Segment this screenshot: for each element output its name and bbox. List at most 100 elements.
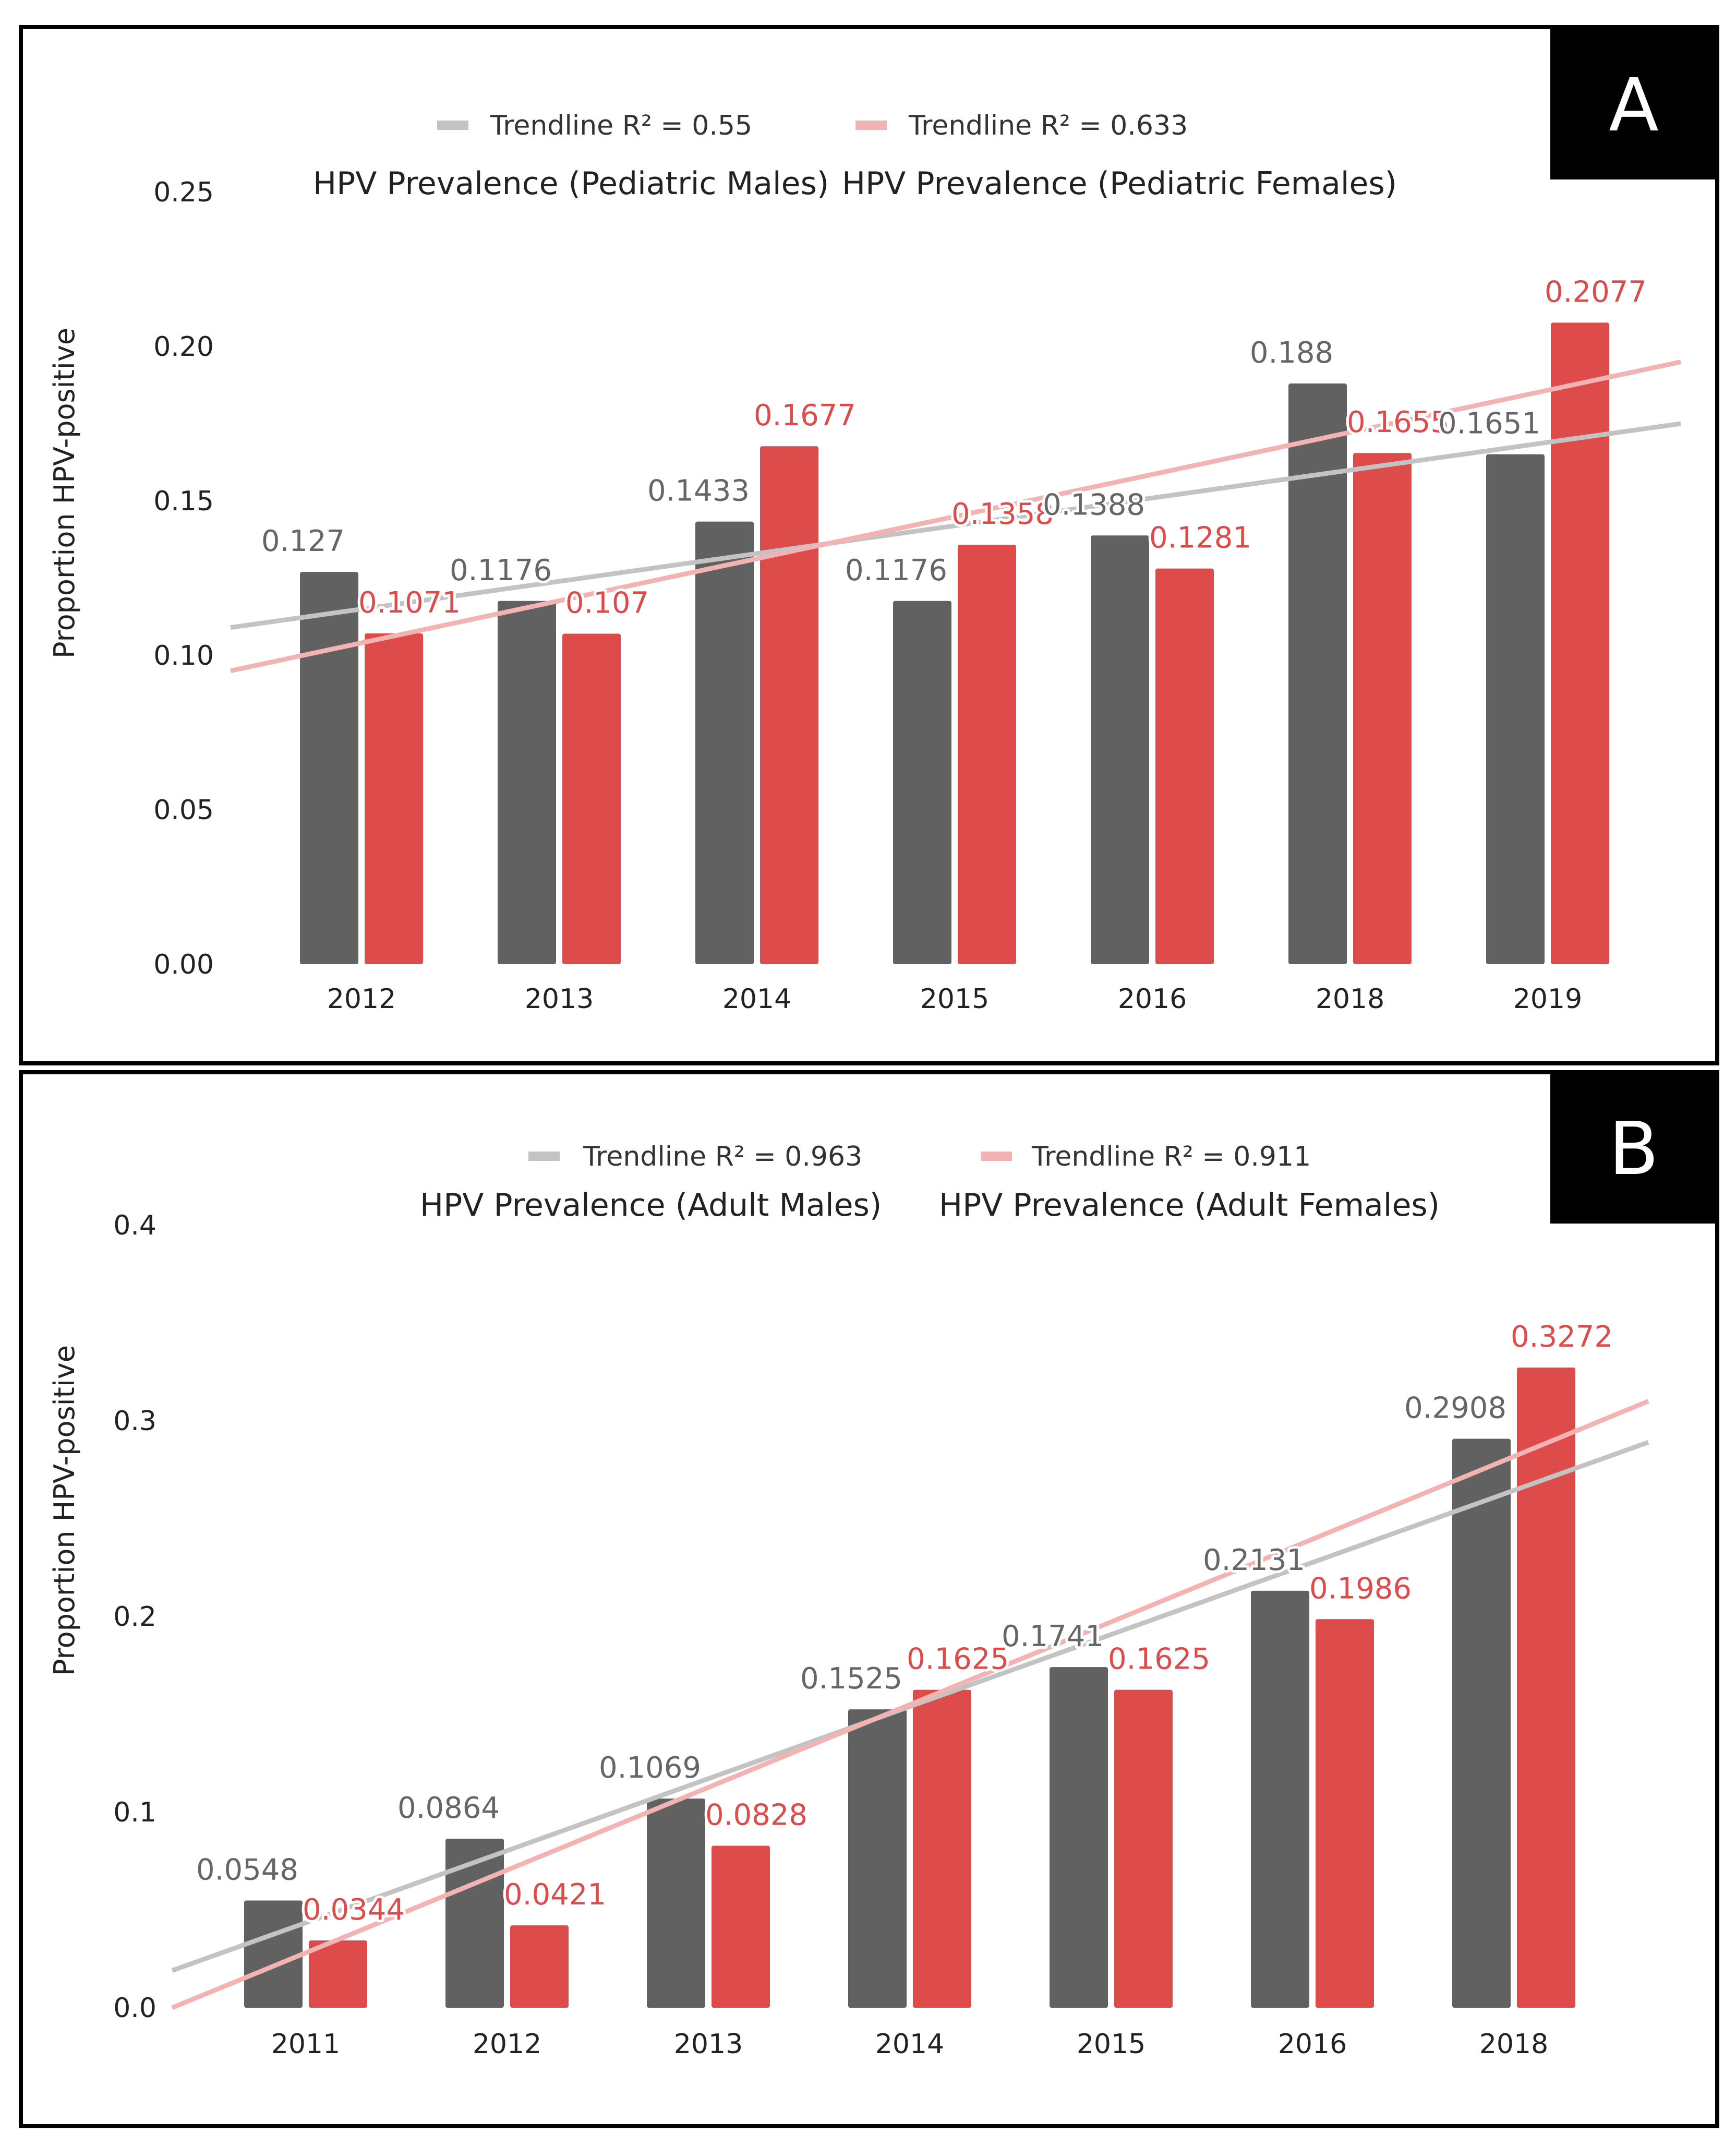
chart-a-data-label-female: 0.1071 <box>358 586 461 620</box>
chart-a-legend-male-trend-label: Trendline R² = 0.55 <box>490 110 752 141</box>
chart-a-data-label-female: 0.2077 <box>1545 275 1647 309</box>
chart-a-bar-female <box>1353 453 1412 964</box>
chart-a-bar-female <box>760 446 818 964</box>
chart-a-data-label-male: 0.188 <box>1250 336 1333 370</box>
chart-b-bar-female <box>1316 1619 1374 2008</box>
chart-b-bar-female <box>510 1925 569 2008</box>
chart-b-x-tick-label: 2018 <box>1479 2029 1548 2060</box>
panel-a-badge <box>1550 27 1717 179</box>
chart-a-legend-female-trend-label: Trendline R² = 0.633 <box>908 110 1188 141</box>
chart-a-data-label-male: 0.1651 <box>1438 407 1540 441</box>
chart-a-x-tick-label: 2019 <box>1513 984 1582 1015</box>
chart-b-trendline-female <box>171 1399 1649 2010</box>
chart-b-data-label-male: 0.0548 <box>196 1853 298 1887</box>
chart-b-bar-male <box>1050 1667 1108 2008</box>
chart-a-data-label-male: 0.1433 <box>647 474 750 508</box>
chart-a-bar-female <box>562 633 621 964</box>
chart-b-x-tick-label: 2014 <box>875 2029 944 2060</box>
chart-b-x-tick-label: 2016 <box>1278 2029 1347 2060</box>
chart-b-x-tick-label: 2013 <box>674 2029 743 2060</box>
chart-b-data-label-female: 0.0421 <box>504 1878 606 1912</box>
chart-b-data-label-male: 0.0864 <box>397 1791 500 1825</box>
chart-b-legend-male-trend-label: Trendline R² = 0.963 <box>583 1141 862 1172</box>
chart-b-data-label-male: 0.1069 <box>599 1751 701 1785</box>
chart-b-bar-male <box>848 1709 907 2008</box>
chart-a-data-label-male: 0.127 <box>261 524 345 558</box>
chart-b-y-tick-label: 0.0 <box>113 1993 156 2024</box>
chart-a-trendline-male <box>230 421 1681 630</box>
panel-a-letter: A <box>1609 63 1659 148</box>
chart-a-bar-male <box>498 601 556 964</box>
chart-b-y-tick-label: 0.4 <box>113 1210 156 1241</box>
chart-b-data-label-female: 0.1625 <box>1108 1643 1210 1676</box>
chart-a-y-tick-label: 0.15 <box>153 486 214 517</box>
chart-b-bar-female <box>712 1845 770 2008</box>
chart-b-data-label-female: 0.1986 <box>1309 1572 1412 1605</box>
chart-a-legend: Trendline R² = 0.55 Trendline R² = 0.633… <box>313 110 1397 202</box>
chart-a-data-label-female: 0.1358 <box>951 497 1054 531</box>
chart-a-plot: 0.00 0.05 0.10 0.15 0.20 0.25 2012 2013 2014 2015… <box>153 177 1681 1015</box>
chart-b-x-tick-label: 2015 <box>1077 2029 1146 2060</box>
chart-b-data-label-female: 0.0828 <box>705 1799 807 1832</box>
chart-a-bar-male <box>300 572 358 964</box>
chart-a-x-tick-label: 2018 <box>1316 984 1384 1015</box>
chart-a-x-tick-label: 2015 <box>920 984 989 1015</box>
chart-a-y-tick-label: 0.25 <box>153 177 214 208</box>
chart-a-bar-female <box>958 545 1016 964</box>
chart-a-data-label-female: 0.1655 <box>1347 405 1449 439</box>
panel-a-frame <box>19 25 1719 1065</box>
chart-b-y-axis-label: Proportion HPV-positive <box>48 1345 81 1676</box>
chart-a-bar-male <box>695 521 754 964</box>
chart-b-data-label-male: 0.2908 <box>1404 1392 1506 1425</box>
chart-b-y-tick-label: 0.1 <box>113 1797 156 1828</box>
chart-b-bar-male <box>1251 1590 1309 2008</box>
chart-b-y-tick-label: 0.2 <box>113 1601 156 1633</box>
chart-b-legend-female-trend-label: Trendline R² = 0.911 <box>1031 1141 1311 1172</box>
chart-b-data-label-female: 0.0344 <box>303 1893 405 1927</box>
chart-b-bar-female <box>913 1689 971 2008</box>
panel-b-letter: B <box>1609 1107 1659 1192</box>
chart-a-y-tick-label: 0.00 <box>153 949 214 980</box>
chart-b-bar-female <box>1517 1368 1575 2008</box>
chart-a-x-tick-label: 2013 <box>525 984 594 1015</box>
chart-a-bar-male <box>1288 383 1347 964</box>
chart-b-bar-female <box>1114 1689 1173 2008</box>
chart-a-trendline-female <box>230 359 1681 674</box>
chart-a-bar-female <box>1155 568 1214 964</box>
chart-b-legend-male-series-label: HPV Prevalence (Adult Males) <box>420 1187 882 1224</box>
chart-b-bar-male <box>1452 1438 1511 2008</box>
chart-b-data-label-male: 0.1741 <box>1002 1620 1104 1653</box>
chart-a-x-tick-label: 2016 <box>1118 984 1187 1015</box>
chart-b-x-tick-label: 2012 <box>473 2029 541 2060</box>
chart-b-bar-female <box>309 1940 367 2008</box>
chart-a-bar-male <box>1091 535 1149 964</box>
chart-b-y-tick-label: 0.3 <box>113 1406 156 1437</box>
chart-b-data-label-female: 0.3272 <box>1511 1320 1613 1354</box>
chart-a-data-label-male: 0.1176 <box>450 554 552 588</box>
chart-a-data-label-female: 0.1281 <box>1149 521 1251 555</box>
chart-a-data-label-male: 0.1176 <box>845 554 947 588</box>
chart-a-data-label-female: 0.107 <box>565 586 649 620</box>
panel-b-frame <box>19 1070 1719 2128</box>
chart-a-data-label-female: 0.1677 <box>754 399 856 433</box>
chart-b-plot: 0.0 0.1 0.2 0.3 0.4 2011 2012 2013 2014 2015 2016 2… <box>113 1210 1649 2060</box>
chart-a-y-tick-label: 0.05 <box>153 795 214 826</box>
chart-b-x-tick-label: 2011 <box>271 2029 340 2060</box>
chart-a-bar-female <box>1551 322 1609 964</box>
chart-b-data-label-female: 0.1625 <box>907 1643 1009 1676</box>
chart-a-x-tick-label: 2014 <box>722 984 791 1015</box>
chart-a-data-label-male: 0.1388 <box>1043 488 1145 522</box>
chart-a-bar-male <box>1486 454 1545 964</box>
chart-a-y-axis-label: Proportion HPV-positive <box>48 328 81 658</box>
chart-a-bar-male <box>893 601 951 964</box>
chart-a-y-tick-label: 0.10 <box>153 640 214 672</box>
chart-b-bar-male <box>244 1900 303 2008</box>
chart-b-data-label-male: 0.2131 <box>1203 1543 1305 1577</box>
chart-b-bar-male <box>647 1799 705 2008</box>
panel-b-badge <box>1550 1072 1717 1224</box>
chart-b-legend: Trendline R² = 0.963 Trendline R² = 0.91… <box>420 1141 1440 1224</box>
chart-b-legend-female-series-label: HPV Prevalence (Adult Females) <box>939 1187 1440 1224</box>
chart-a-legend-female-series-label: HPV Prevalence (Pediatric Females) <box>842 165 1397 202</box>
chart-a-y-tick-label: 0.20 <box>153 331 214 363</box>
